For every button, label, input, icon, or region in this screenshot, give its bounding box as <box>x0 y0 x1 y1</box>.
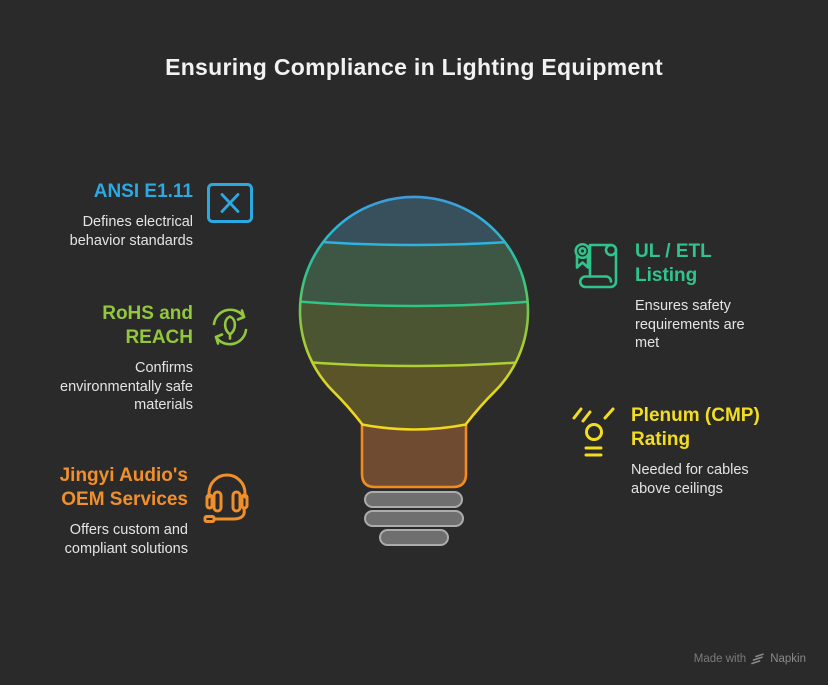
item-description: Offers custom and compliant solutions <box>64 522 188 557</box>
napkin-brand-label: Napkin <box>770 653 806 665</box>
item-description: Ensures safety requirements are met <box>635 298 745 351</box>
page-title: Ensuring Compliance in Lighting Equipmen… <box>165 54 663 80</box>
leaf-recycle-icon <box>212 308 248 346</box>
item-heading: Plenum (CMP) Rating <box>631 405 760 450</box>
certificate-scroll-icon <box>574 242 618 289</box>
made-with-napkin-link[interactable]: Made with Napkin <box>694 653 806 665</box>
item-rohs-reach: RoHS and REACH Confirms environmentally … <box>28 302 254 415</box>
item-plenum-rating: Plenum (CMP) Rating Needed for cables ab… <box>570 404 805 498</box>
item-ansi-e1-11: ANSI E1.11 Defines electrical behavior s… <box>28 180 254 250</box>
item-ul-etl-listing: UL / ETL Listing Ensures safety requirem… <box>570 240 805 353</box>
bulb-base <box>362 425 466 487</box>
made-with-label: Made with <box>693 653 747 665</box>
bulb-bands <box>300 196 529 430</box>
item-heading: ANSI E1.11 <box>93 181 193 202</box>
x-box-icon <box>207 183 253 223</box>
item-description: Needed for cables above ceilings <box>631 462 749 497</box>
bulb-threads <box>364 491 464 546</box>
item-description: Defines electrical behavior standards <box>69 214 193 249</box>
sparkle-rays-icon <box>572 407 615 457</box>
item-description: Confirms environmentally safe materials <box>60 360 193 413</box>
bulb-outline <box>298 195 530 426</box>
napkin-logo-icon <box>751 653 764 665</box>
lightbulb-diagram <box>298 195 530 546</box>
item-heading: Jingyi Audio's OEM Services <box>59 465 188 510</box>
item-heading: RoHS and REACH <box>102 303 193 348</box>
item-oem-services: Jingyi Audio's OEM Services Offers custo… <box>28 464 254 558</box>
item-heading: UL / ETL Listing <box>635 241 712 286</box>
headset-icon <box>203 473 249 523</box>
